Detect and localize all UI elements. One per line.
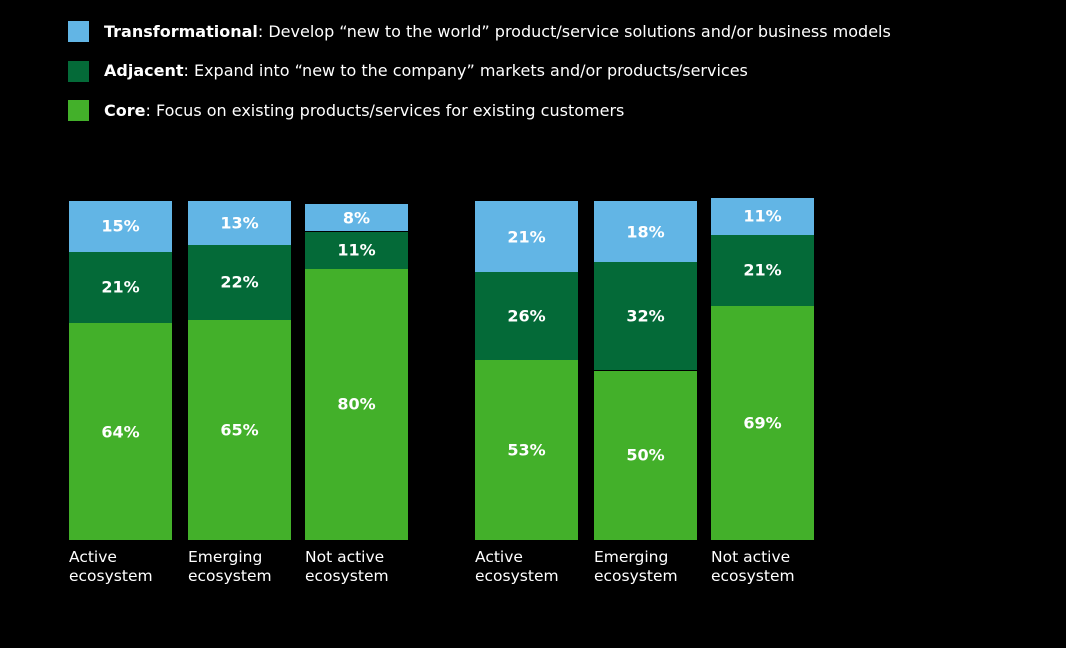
- value-label: 13%: [220, 213, 259, 233]
- value-label: 65%: [220, 420, 259, 440]
- bar-segment: [594, 262, 697, 371]
- x-tick-label: Not active ecosystem: [711, 548, 795, 585]
- legend-description: : Expand into “new to the company” marke…: [183, 61, 748, 80]
- bar-segment: [69, 323, 172, 540]
- bar-segment: [711, 234, 814, 307]
- x-tick-label: Emerging ecosystem: [594, 548, 678, 585]
- bar-segment: [305, 268, 408, 540]
- legend-swatch: [68, 100, 89, 121]
- bar-segment: [594, 201, 697, 263]
- value-label: 18%: [626, 222, 665, 241]
- value-label: 15%: [101, 216, 140, 236]
- bar-segment: [188, 319, 291, 540]
- bar-segment: [475, 201, 578, 273]
- legend-name: Transformational: [104, 21, 258, 41]
- x-tick-label: Not active ecosystem: [305, 548, 389, 585]
- value-label: 50%: [626, 445, 665, 465]
- value-label: 69%: [743, 413, 782, 433]
- bar-segment: [69, 251, 172, 324]
- value-label: 32%: [626, 306, 665, 326]
- bar-segment: [475, 360, 578, 540]
- value-label: 21%: [743, 260, 782, 280]
- bar-segment: [188, 245, 291, 320]
- bar-segment: [711, 306, 814, 540]
- value-label: 8%: [342, 208, 371, 228]
- bar-segment: [188, 201, 291, 246]
- value-label: 26%: [507, 306, 546, 326]
- value-label: 11%: [743, 206, 782, 226]
- value-label: 64%: [101, 422, 140, 442]
- value-label: 21%: [507, 227, 546, 247]
- legend-entry: Core: Focus on existing products/service…: [104, 101, 624, 121]
- legend-entry: Transformational: Develop “new to the wo…: [104, 22, 891, 42]
- legend-description: : Develop “new to the world” product/ser…: [257, 21, 891, 41]
- value-label: 80%: [337, 394, 376, 414]
- bar-segment: [475, 272, 578, 361]
- bar-segment: [711, 197, 814, 235]
- value-label: 53%: [507, 440, 546, 460]
- bar-segment: [305, 204, 408, 232]
- bar-segment: [594, 370, 697, 540]
- value-label: 11%: [337, 240, 376, 260]
- value-label: 21%: [101, 277, 140, 297]
- bar-segment: [305, 231, 408, 269]
- legend-swatch: [68, 21, 89, 42]
- x-tick-label: Active ecosystem: [475, 548, 559, 585]
- legend-swatch: [68, 60, 89, 82]
- legend-name: Adjacent: [104, 61, 184, 80]
- x-tick-label: Active ecosystem: [69, 548, 153, 585]
- value-label: 22%: [220, 272, 259, 292]
- bar-segment: [69, 201, 172, 252]
- x-tick-label: Emerging ecosystem: [188, 548, 272, 585]
- legend-entry: Adjacent: Expand into “new to the compan…: [104, 61, 748, 81]
- legend-description: : Focus on existing products/services fo…: [145, 100, 625, 120]
- legend-name: Core: [104, 100, 146, 120]
